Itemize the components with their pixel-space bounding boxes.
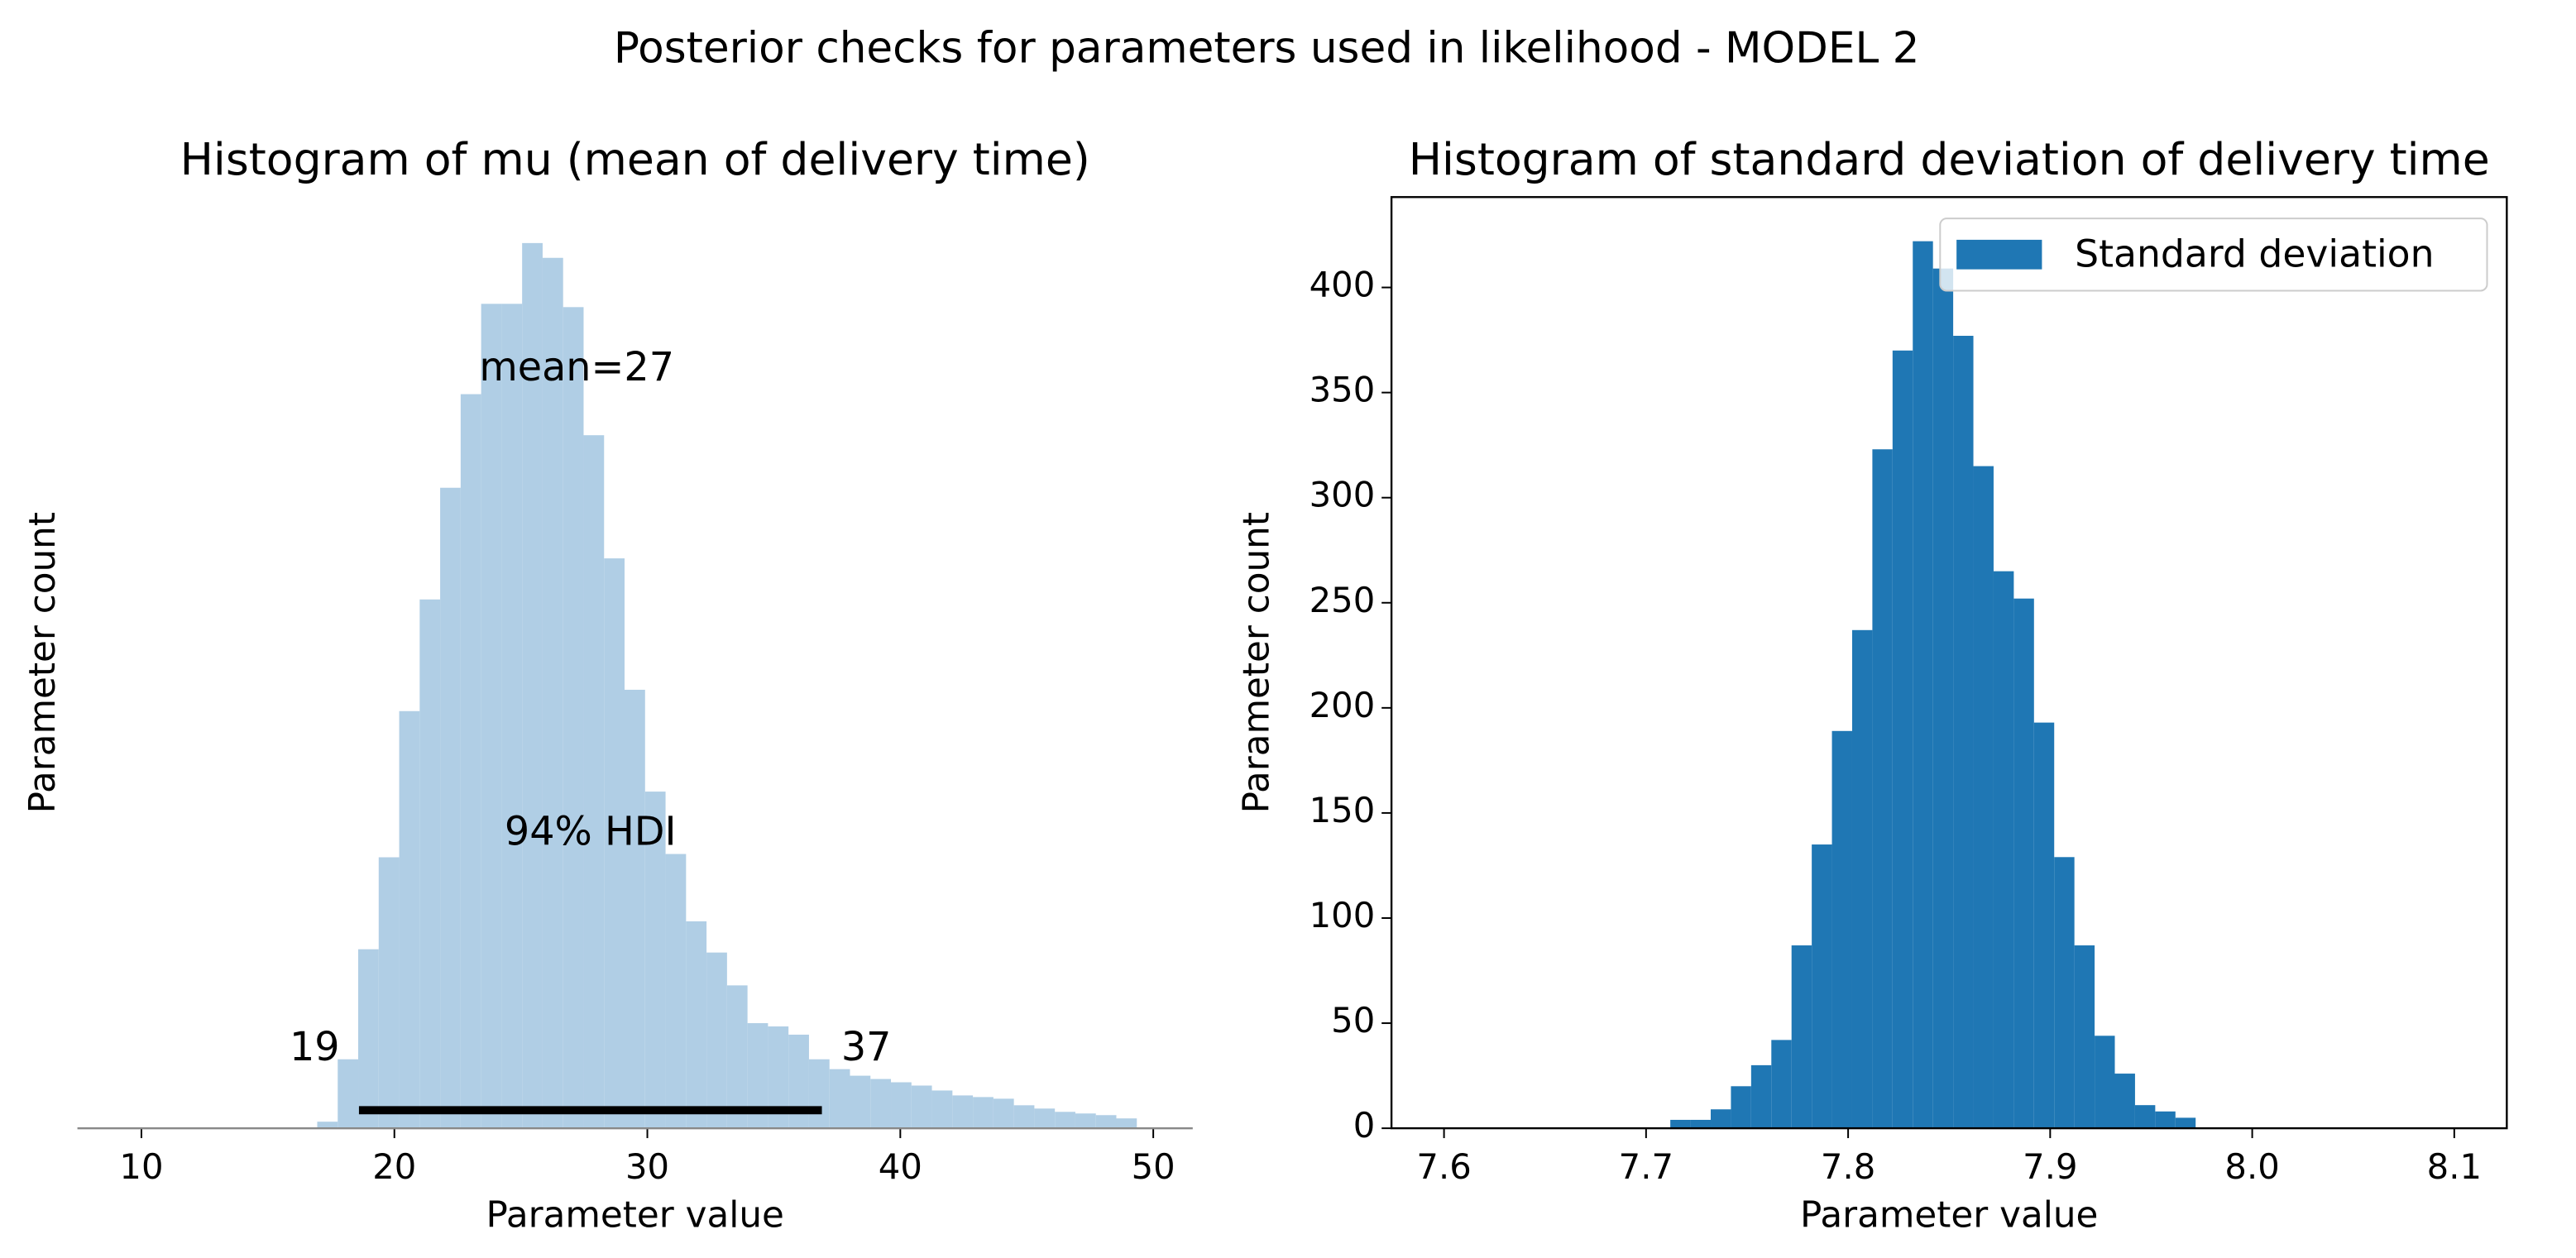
x-tick-label: 7.8 [1821,1146,1875,1187]
x-tick-label: 20 [372,1146,416,1187]
histogram-bar [2134,1105,2156,1129]
y-tick-label: 200 [1310,685,1376,725]
histogram-bar [2033,722,2055,1129]
histogram-bar [1953,336,1974,1129]
histogram-bar [931,1090,953,1129]
histogram-bar [358,949,379,1129]
histogram-bar [2155,1111,2176,1129]
suptitle: Posterior checks for parameters used in … [614,24,1920,74]
y-tick-label: 150 [1310,790,1376,830]
histogram-bar [1731,1086,1751,1129]
histogram-bar [1075,1113,1096,1129]
histogram-bar [1932,268,1954,1129]
histogram-bar [829,1069,850,1129]
histogram-bar [1872,449,1893,1129]
histogram-bar [1750,1064,1772,1129]
histogram-bar [481,304,502,1129]
y-tick-label: 400 [1310,265,1376,305]
histogram-bar [973,1097,994,1129]
histogram-bar [440,487,461,1129]
y-tick-label: 0 [1353,1105,1376,1146]
histogram-bar [2095,1036,2115,1129]
y-tick-label: 300 [1310,475,1376,515]
histogram-bar [625,689,645,1129]
y-tick-label: 350 [1310,370,1376,410]
histogram-bar [891,1082,912,1129]
y-axis-label: Parameter count [1235,512,1277,813]
histogram-bar [1771,1040,1792,1129]
histogram-bar [2054,857,2075,1129]
x-tick-label: 7.7 [1619,1146,1673,1187]
x-tick-label: 7.9 [2023,1146,2077,1187]
histogram-bar [1034,1108,1056,1129]
chart-title: Histogram of mu (mean of delivery time) [180,133,1090,185]
histogram-bar [911,1085,932,1129]
x-tick-label: 8.1 [2427,1146,2482,1187]
histogram-bar [2074,945,2095,1129]
histogram-bar [399,710,420,1129]
histogram-bar [1913,241,1933,1129]
histogram-bar [706,952,727,1129]
histogram-bar [1711,1109,1731,1129]
histogram-bar [460,394,481,1129]
histogram-bar [542,257,563,1129]
histogram-bar [2175,1117,2196,1129]
histogram-bar [317,1122,338,1129]
histogram-bar [604,558,625,1129]
histogram-bar [808,1059,830,1129]
hdi-low-label: 19 [290,1025,340,1070]
histogram-bar [2114,1074,2135,1129]
histogram-bar [338,1059,359,1129]
histogram-bar [522,242,543,1129]
y-axis-label: Parameter count [22,512,64,813]
histogram-bar [378,857,400,1129]
y-tick-label: 100 [1310,895,1376,935]
histogram-bar [583,435,605,1129]
histogram-bar [1892,350,1913,1129]
histogram-bar [1116,1118,1137,1129]
histogram-bar [1791,945,1812,1129]
chart-title: Histogram of standard deviation of deliv… [1409,133,2490,185]
y-tick-label: 250 [1310,580,1376,620]
legend-label: Standard deviation [2075,232,2434,275]
histogram-bar [952,1095,974,1129]
histogram-bar [686,921,707,1129]
x-axis-label: Parameter value [1800,1193,2098,1236]
histogram-bar [1831,730,1852,1129]
y-tick-label: 50 [1331,1000,1375,1040]
histogram-bar [1690,1119,1712,1129]
histogram-bar [1812,844,1832,1129]
histogram-bar [1013,1105,1035,1129]
histogram-bar [501,304,523,1129]
legend-box [1939,218,2488,292]
x-tick-label: 8.0 [2224,1146,2279,1187]
x-tick-label: 40 [879,1146,922,1187]
histogram-bar [1993,571,2014,1129]
histogram-bar [993,1098,1014,1129]
hdi-high-label: 37 [841,1025,892,1070]
histogram-bar [563,307,584,1129]
histogram-bar [1670,1119,1691,1129]
histogram-bar [1055,1112,1075,1129]
axes-frame [1390,196,2508,1130]
histogram-bar [665,854,687,1129]
x-tick-label: 50 [1132,1146,1175,1187]
histogram-bar [1095,1115,1117,1129]
x-tick-label: 30 [625,1146,669,1187]
histogram-bar [419,599,441,1129]
mean-annotation: mean=27 [479,345,674,390]
histogram-bar [2013,598,2034,1129]
histogram-bar [1851,629,1873,1129]
x-axis-label: Parameter value [486,1193,784,1236]
x-tick-label: 7.6 [1416,1146,1471,1187]
histogram-bar [644,792,666,1129]
histogram-bar [850,1075,871,1129]
histogram-bar [1973,466,1994,1129]
hdi-label: 94% HDI [505,810,677,855]
histogram-bar [870,1079,892,1129]
x-tick-label: 10 [119,1146,163,1187]
histogram-bar [726,985,748,1129]
legend-swatch [1956,239,2042,270]
